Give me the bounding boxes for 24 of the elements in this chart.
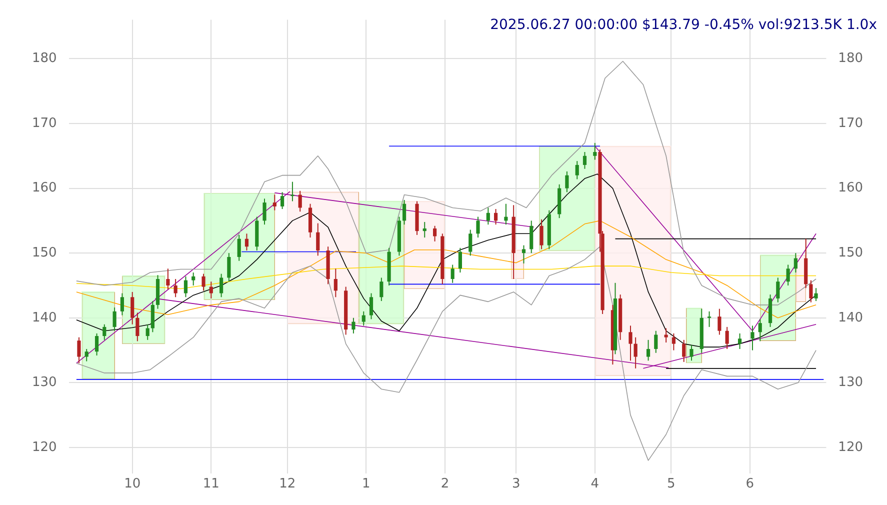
y2-tick-label: 120 bbox=[838, 440, 864, 455]
y2-tick-label: 180 bbox=[838, 51, 864, 66]
x-tick-label: 6 bbox=[746, 476, 754, 492]
chart-title: 2025.06.27 00:00:00 $143.79 -0.45% vol:9213.5K 1.0x bbox=[490, 17, 877, 33]
x-tick-label: 10 bbox=[124, 476, 141, 492]
x-tick-label: 12 bbox=[279, 476, 296, 492]
x-tick-label: 5 bbox=[667, 476, 676, 492]
y2-tick-label: 140 bbox=[838, 310, 864, 326]
y2-tick-label: 170 bbox=[838, 116, 864, 131]
y-tick-label: 160 bbox=[32, 180, 57, 196]
x-tick-label: 4 bbox=[590, 476, 600, 492]
x-tick-label: 2 bbox=[440, 476, 450, 492]
x-tick-label: 1 bbox=[362, 476, 370, 492]
x-tick-label: 11 bbox=[202, 476, 220, 492]
y-tick-label: 170 bbox=[32, 116, 57, 131]
y2-tick-label: 160 bbox=[838, 180, 864, 196]
x-tick-label: 3 bbox=[512, 476, 520, 492]
y2-tick-label: 150 bbox=[838, 245, 864, 260]
y-tick-label: 130 bbox=[32, 375, 57, 390]
y-tick-label: 150 bbox=[32, 245, 57, 260]
y-tick-label: 140 bbox=[32, 310, 57, 326]
y-tick-label: 180 bbox=[32, 51, 57, 66]
y-tick-label: 120 bbox=[32, 440, 57, 455]
y2-tick-label: 130 bbox=[838, 375, 864, 390]
